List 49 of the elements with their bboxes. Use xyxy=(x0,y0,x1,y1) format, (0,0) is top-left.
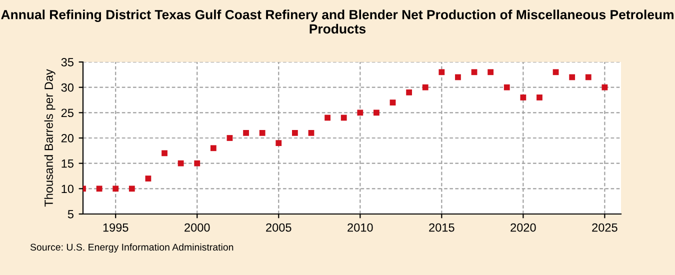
point xyxy=(194,160,200,166)
point xyxy=(585,74,592,80)
point xyxy=(178,160,184,166)
chart-title: Annual Refining District Texas Gulf Coast Refinery and Blender Net Production of Miscellaneous Petroleum Products xyxy=(1,10,674,34)
point xyxy=(455,74,461,80)
point xyxy=(243,130,249,136)
y-axis-title: Thousand Barrels per Day xyxy=(44,69,56,207)
y-tick-label: 25 xyxy=(61,108,74,118)
point xyxy=(357,110,364,116)
point xyxy=(504,84,510,90)
x-tick-label: 1995 xyxy=(103,223,128,232)
point xyxy=(488,69,494,76)
x-tick-label: 2025 xyxy=(592,223,618,232)
x-tick-label: 2010 xyxy=(348,223,373,232)
y-tick-label: 30 xyxy=(61,83,74,92)
point xyxy=(602,84,608,90)
point xyxy=(390,100,396,106)
y-tick-label: 5 xyxy=(68,210,74,218)
point xyxy=(292,130,298,136)
point xyxy=(406,89,412,96)
source-note: Source: U.S. Energy Information Administration xyxy=(30,243,234,253)
point xyxy=(308,130,314,136)
point xyxy=(276,140,282,146)
point xyxy=(145,176,152,182)
point xyxy=(210,145,216,152)
point xyxy=(340,114,347,121)
point xyxy=(128,186,135,192)
point xyxy=(226,135,233,141)
point xyxy=(112,186,119,192)
point xyxy=(374,110,380,116)
y-tick-label: 20 xyxy=(61,134,74,142)
y-tick-label: 35 xyxy=(61,58,74,66)
x-tick-label: 2000 xyxy=(184,223,210,232)
y-tick-label: 10 xyxy=(62,184,74,194)
x-tick-label: 2020 xyxy=(510,223,536,232)
point xyxy=(438,69,445,76)
x-tick-label: 2005 xyxy=(266,223,292,232)
point xyxy=(422,84,428,90)
point xyxy=(471,69,478,76)
point xyxy=(162,150,168,156)
x-tick-label: 2015 xyxy=(429,223,454,232)
point xyxy=(536,94,542,100)
point xyxy=(259,130,266,136)
y-tick-label: 15 xyxy=(62,159,74,168)
point xyxy=(569,74,576,80)
point xyxy=(520,94,526,100)
point xyxy=(552,69,559,76)
point xyxy=(324,114,330,121)
point xyxy=(96,186,102,192)
